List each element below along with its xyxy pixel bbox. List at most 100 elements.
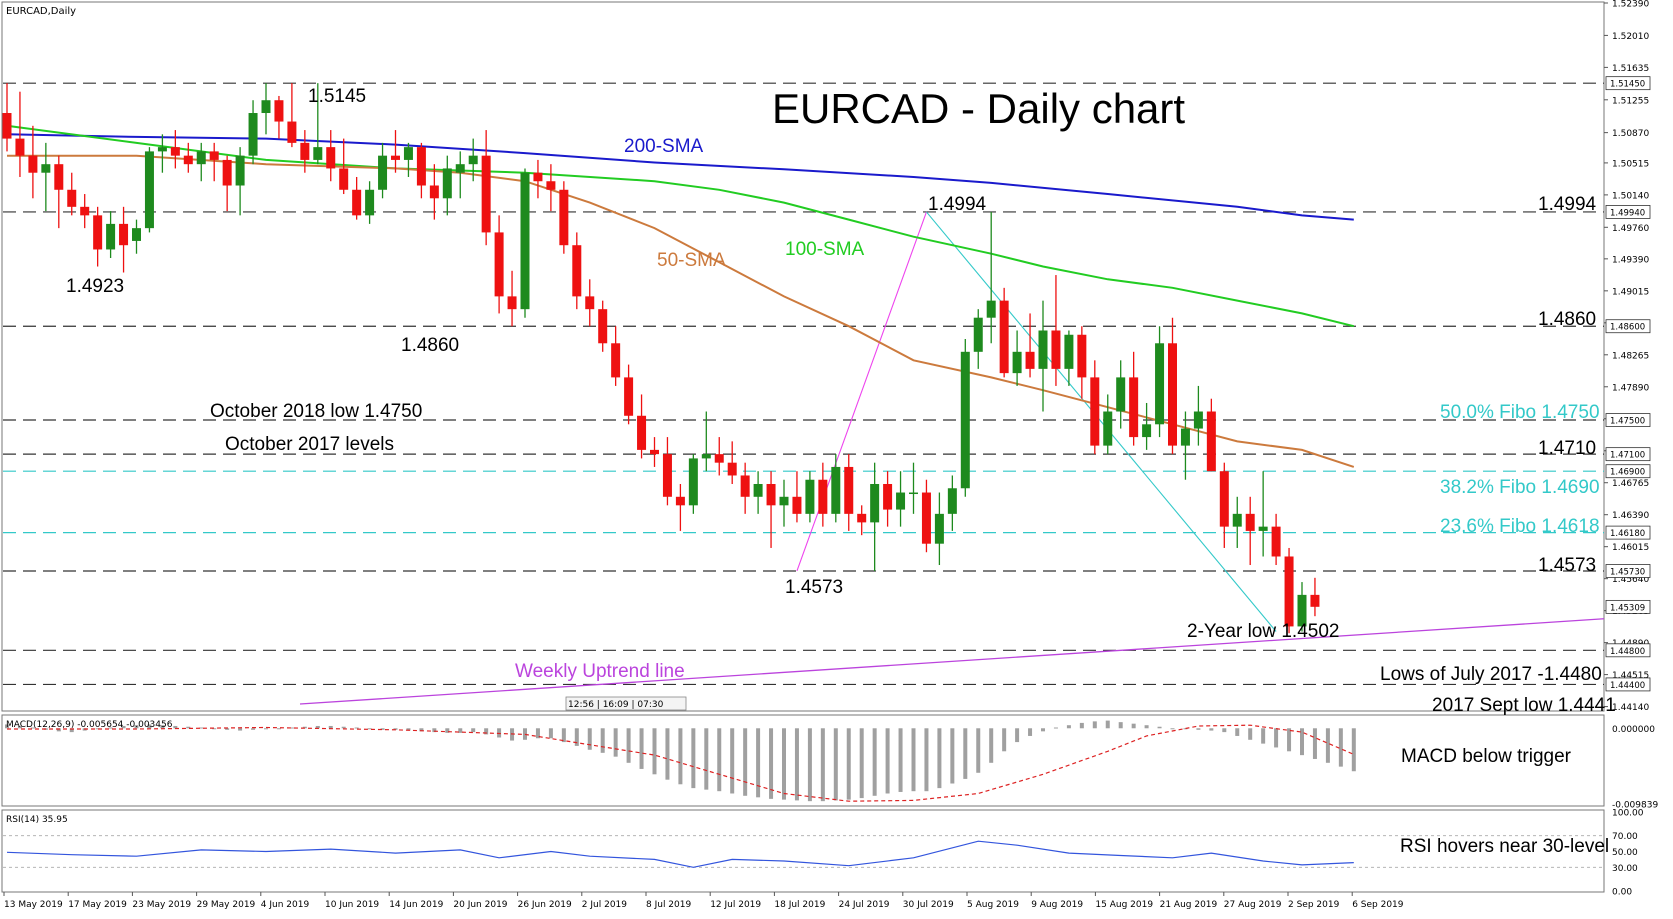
candle bbox=[533, 159, 543, 199]
candle bbox=[80, 194, 90, 229]
candle bbox=[1258, 471, 1268, 557]
macd-histogram-bar bbox=[587, 728, 592, 750]
macd-histogram-bar bbox=[199, 727, 204, 729]
price-tag-1-45730: 1.45730 bbox=[1610, 567, 1645, 577]
candle-body bbox=[468, 155, 478, 165]
candle-body bbox=[365, 189, 375, 216]
macd-histogram-bar bbox=[963, 728, 968, 779]
candle bbox=[857, 505, 867, 536]
candle-body bbox=[1142, 424, 1152, 438]
candle-body bbox=[585, 296, 595, 310]
macd-histogram-bar bbox=[1300, 728, 1304, 756]
x-tick-label: 8 Jul 2019 bbox=[646, 900, 691, 910]
candle bbox=[183, 142, 193, 173]
macd-histogram-bar bbox=[406, 728, 411, 731]
symbol-label: EURCAD,Daily bbox=[6, 6, 76, 17]
candle-body bbox=[28, 155, 38, 173]
macd-histogram-bar bbox=[95, 728, 100, 730]
y-tick-label: 1.46015 bbox=[1612, 543, 1649, 553]
price-tag-1-44400: 1.44400 bbox=[1610, 681, 1645, 691]
candle-body bbox=[973, 317, 983, 352]
candle bbox=[378, 142, 388, 199]
candle-body bbox=[1155, 343, 1165, 425]
macd-histogram-bar bbox=[238, 728, 243, 731]
macd-histogram-bar bbox=[782, 728, 786, 800]
price-tag-box bbox=[1605, 643, 1651, 658]
price-tag-box bbox=[1605, 599, 1651, 614]
candle bbox=[675, 483, 685, 531]
candle-body bbox=[106, 223, 116, 250]
candle bbox=[779, 479, 789, 527]
candle bbox=[209, 142, 219, 182]
candle bbox=[1155, 326, 1165, 438]
candle bbox=[844, 454, 854, 531]
candle bbox=[1245, 496, 1255, 566]
x-tick-label: 4 Jun 2019 bbox=[261, 900, 310, 910]
candle bbox=[1116, 360, 1126, 429]
macd-histogram-bar bbox=[276, 728, 281, 730]
candle-body bbox=[1077, 334, 1087, 378]
candle-body bbox=[520, 172, 530, 310]
macd-histogram-bar bbox=[1261, 728, 1266, 744]
macd-histogram-bar bbox=[1066, 725, 1071, 729]
macd-histogram-bar bbox=[393, 728, 398, 730]
candle-body bbox=[442, 168, 452, 199]
y-tick-label: 1.50140 bbox=[1612, 191, 1649, 201]
macd-histogram-bar bbox=[212, 728, 217, 730]
macd-histogram-bar bbox=[665, 728, 670, 780]
y-tick-label: 1.45640 bbox=[1612, 575, 1649, 585]
candle-body bbox=[183, 155, 193, 165]
candle bbox=[287, 83, 297, 148]
rsi-tick-label: 0.00 bbox=[1612, 888, 1632, 898]
macd-histogram-bar bbox=[69, 728, 74, 733]
price-tag-1-46900: 1.46900 bbox=[1610, 468, 1645, 478]
candle bbox=[546, 164, 556, 212]
candle bbox=[662, 437, 672, 506]
macd-histogram-bar bbox=[315, 725, 320, 729]
rsi-tick-label: 70.00 bbox=[1612, 832, 1638, 842]
candle-body bbox=[986, 300, 996, 318]
x-tick-label: 2 Jul 2019 bbox=[582, 900, 627, 910]
price-tag-box bbox=[1605, 319, 1651, 334]
candle bbox=[598, 300, 608, 352]
candle-body bbox=[805, 479, 815, 514]
candle-body bbox=[274, 100, 284, 122]
candle bbox=[1180, 411, 1190, 480]
candle-body bbox=[1012, 351, 1022, 374]
macd-histogram-bar bbox=[108, 727, 113, 729]
candle-body bbox=[455, 164, 465, 173]
sma-200-line bbox=[6, 133, 1354, 221]
candle bbox=[792, 471, 802, 523]
macd-histogram-bar bbox=[626, 728, 631, 763]
candle-body bbox=[753, 483, 763, 497]
candle bbox=[947, 475, 957, 531]
candle-body bbox=[1180, 428, 1190, 446]
candle bbox=[2, 83, 12, 152]
candle bbox=[585, 279, 595, 327]
x-tick-label: 6 Sep 2019 bbox=[1352, 900, 1404, 910]
candle bbox=[1297, 582, 1307, 632]
macd-histogram-bar bbox=[1015, 728, 1020, 743]
candle bbox=[1206, 398, 1216, 472]
macd-histogram-bar bbox=[1338, 728, 1343, 767]
macd-histogram-bar bbox=[121, 725, 126, 729]
macd-histogram-bar bbox=[186, 726, 191, 729]
macd-tick-label: 0.000000 bbox=[1612, 725, 1655, 735]
candle-body bbox=[1038, 330, 1048, 369]
y-tick-label: 1.48265 bbox=[1612, 351, 1649, 361]
candle bbox=[157, 134, 167, 173]
candle-body bbox=[896, 492, 906, 510]
candle-body bbox=[559, 189, 569, 246]
macd-histogram-bar bbox=[1170, 728, 1175, 730]
candle bbox=[391, 130, 400, 173]
rsi-label: RSI(14) 35.95 bbox=[6, 815, 68, 825]
macd-histogram-bar bbox=[445, 728, 450, 733]
candle-body bbox=[235, 155, 245, 186]
candle-body bbox=[533, 172, 543, 182]
candle bbox=[429, 164, 439, 220]
y-tick-label: 1.49390 bbox=[1612, 255, 1649, 265]
macd-histogram-bar bbox=[1118, 722, 1123, 729]
candle-body bbox=[598, 309, 608, 344]
candle-body bbox=[15, 138, 25, 156]
candle bbox=[339, 138, 349, 195]
